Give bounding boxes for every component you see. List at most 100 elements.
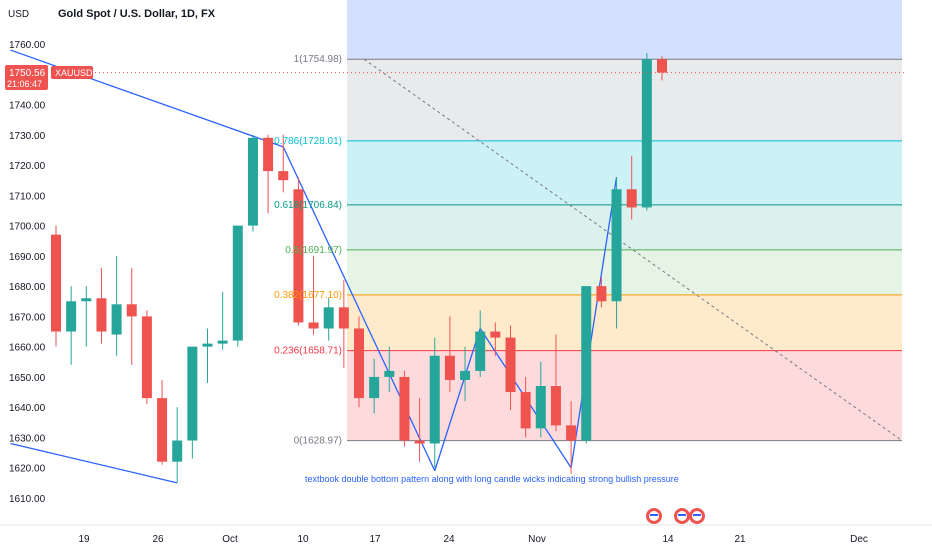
candle-body	[293, 189, 304, 323]
candle	[475, 310, 486, 377]
candle	[338, 280, 349, 368]
candle	[444, 316, 455, 393]
time-tick-label: Oct	[222, 534, 238, 545]
fib-retracement[interactable]	[347, 0, 903, 442]
candle-body	[172, 440, 183, 462]
candle-body	[550, 386, 561, 426]
trendline	[282, 146, 436, 472]
candle-body	[202, 343, 213, 347]
candle-body	[232, 225, 243, 341]
event-markers[interactable]	[646, 508, 705, 524]
us-flag-icon[interactable]	[674, 508, 690, 524]
price-tick-label: 1640.00	[9, 403, 46, 414]
candle-body	[81, 298, 92, 302]
price-tick-label: 1610.00	[9, 494, 46, 505]
candle-body	[657, 59, 667, 73]
candle	[217, 292, 228, 350]
candles	[51, 53, 905, 483]
candle	[323, 298, 334, 341]
candle	[263, 134, 274, 214]
price-badge: 1750.56 21:06:47 XAUUSD	[5, 65, 93, 90]
fib-level-label: 0.382(1677.10)	[274, 290, 342, 301]
candle-body	[369, 376, 380, 399]
fib-band	[347, 59, 902, 141]
candle	[520, 376, 531, 438]
trendline	[434, 328, 481, 471]
candle	[535, 361, 546, 438]
candle-body	[338, 307, 349, 329]
candle	[202, 328, 213, 383]
candle-body	[399, 376, 410, 441]
candle	[172, 407, 183, 483]
fib-level-label: 0.5(1691.97)	[285, 245, 342, 256]
price-tick-label: 1620.00	[9, 464, 46, 475]
symbol-title: Gold Spot / U.S. Dollar, 1D, FX	[58, 8, 216, 20]
us-flag-icon[interactable]	[646, 508, 662, 524]
time-tick-label: 26	[152, 534, 164, 545]
candle	[187, 346, 198, 459]
candle	[626, 155, 637, 220]
candle	[308, 255, 319, 335]
candle	[157, 379, 168, 465]
candle	[96, 267, 107, 344]
candle	[566, 401, 577, 474]
candle-body	[66, 301, 77, 332]
candle-body	[51, 234, 61, 332]
candle-body	[505, 337, 516, 393]
fib-band	[347, 249, 902, 295]
candle	[550, 334, 561, 432]
price-tick-label: 1700.00	[9, 222, 46, 233]
price-tick-label: 1720.00	[9, 161, 46, 172]
time-tick-label: 21	[734, 534, 746, 545]
candle-body	[566, 425, 577, 441]
time-tick-label: 14	[662, 534, 674, 545]
candle	[232, 225, 243, 347]
fib-level-label: 0(1628.97)	[294, 436, 342, 447]
candle-body	[414, 440, 425, 444]
fib-level-label: 0.786(1728.01)	[274, 136, 342, 147]
candle	[81, 286, 92, 347]
us-flag-icon[interactable]	[689, 508, 705, 524]
time-tick-label: Dec	[850, 534, 868, 545]
price-axis[interactable]: 1610.00 1620.00 1630.00 1640.00 1650.00 1660.…	[9, 40, 46, 505]
fib-band-top	[347, 0, 902, 60]
price-tick-label: 1710.00	[9, 191, 46, 202]
candle	[247, 134, 258, 232]
candle	[51, 225, 61, 347]
candle-body	[126, 304, 137, 317]
candle-body	[354, 328, 364, 399]
candle-body	[596, 286, 607, 302]
candle	[126, 267, 137, 365]
candle-body	[263, 137, 274, 172]
time-tick-label: 24	[443, 534, 455, 545]
candle	[141, 310, 152, 405]
price-tick-label: 1650.00	[9, 373, 46, 384]
fib-band	[347, 140, 902, 205]
trendline	[10, 49, 284, 148]
price-tick-label: 1680.00	[9, 282, 46, 293]
trendline	[570, 177, 618, 468]
candle-body	[141, 316, 152, 399]
time-axis[interactable]: 19 26 Oct 10 17 24 Nov 14 21 Dec	[0, 524, 932, 545]
candle-body	[520, 392, 531, 429]
fib-band	[347, 204, 902, 250]
time-tick-label: 10	[297, 534, 309, 545]
price-tick-label: 1760.00	[9, 40, 46, 51]
candle-body	[384, 370, 395, 377]
price-tick-label: 1630.00	[9, 433, 46, 444]
annotation-text[interactable]: textbook double bottom pattern along wit…	[305, 474, 679, 484]
fib-level-label: 0.236(1658.71)	[274, 346, 342, 357]
candle-body	[475, 331, 486, 371]
candle	[641, 53, 652, 211]
candle-body	[429, 355, 440, 444]
candle-body	[278, 171, 289, 181]
candle-body	[323, 307, 334, 329]
candle-body	[96, 298, 107, 332]
candle-body	[611, 189, 622, 302]
candle	[66, 286, 77, 365]
candle	[657, 56, 667, 81]
candle	[581, 286, 592, 444]
candle	[490, 322, 501, 356]
fib-trend-line	[363, 58, 903, 441]
